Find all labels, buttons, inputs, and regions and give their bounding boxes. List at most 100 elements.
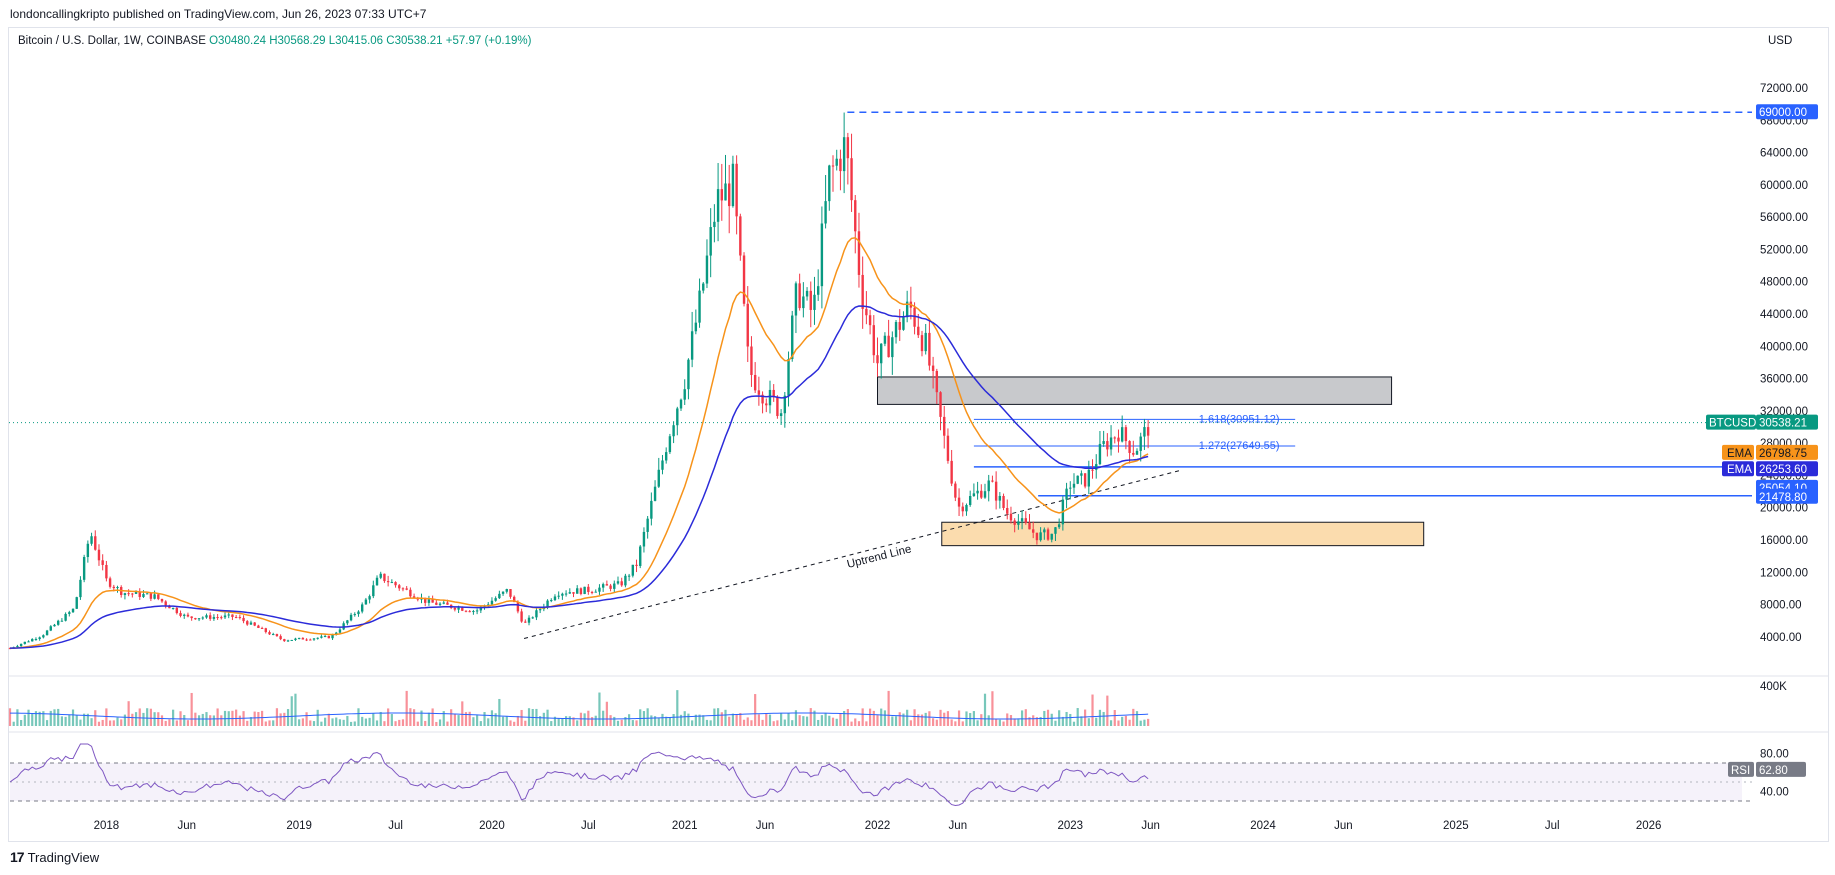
candle-body <box>994 481 998 501</box>
volume-bar <box>1124 715 1127 726</box>
candle-body <box>405 588 408 590</box>
ohlc-low: L30415.06 <box>328 35 384 47</box>
volume-bar <box>235 709 238 726</box>
candle-body <box>742 255 746 304</box>
volume-bar <box>1087 718 1090 726</box>
volume-bar <box>175 720 178 726</box>
time-tick: Jul <box>581 820 596 832</box>
candle-body <box>242 617 245 622</box>
volume-bar <box>387 708 390 726</box>
volume-bar <box>301 718 304 726</box>
candle-body <box>976 490 979 494</box>
symbol-name[interactable]: Bitcoin / U.S. Dollar, 1W, COINBASE <box>18 35 206 47</box>
candle-body <box>524 621 527 623</box>
time-tick: Jun <box>756 820 775 832</box>
candle-body <box>520 611 523 622</box>
candle-body <box>887 335 890 358</box>
candle-body <box>835 158 838 166</box>
candle-body <box>846 137 850 159</box>
candle-body <box>390 582 394 584</box>
candle-body <box>427 599 431 603</box>
ohlc-high: H30568.29 <box>269 35 326 47</box>
volume-bar <box>716 708 720 726</box>
ema-fast-tag-label: EMA <box>1727 448 1752 460</box>
candle-body <box>601 584 605 588</box>
volume-bar <box>479 721 482 726</box>
candle-body <box>624 575 627 586</box>
volume-bar <box>687 713 690 726</box>
candle-body <box>739 216 742 256</box>
volume-bar <box>865 721 868 726</box>
volume-bar <box>442 711 445 726</box>
volume-bar <box>661 713 664 726</box>
candle-body <box>550 600 553 602</box>
symbol-legend: Bitcoin / U.S. Dollar, 1W, COINBASE O304… <box>18 35 531 47</box>
volume-bar <box>112 720 115 726</box>
candle-body <box>716 189 720 222</box>
candle-body <box>101 560 104 565</box>
ema-fast-value: 26798.75 <box>1759 448 1807 460</box>
volume-bar <box>894 716 898 726</box>
time-tick: 2018 <box>94 820 120 832</box>
candle-body <box>286 640 290 642</box>
volume-bar <box>553 716 557 726</box>
volume-bar <box>820 715 823 726</box>
candle-body <box>275 634 279 637</box>
volume-bar <box>802 716 805 726</box>
volume-bar <box>1020 710 1024 726</box>
candle-body <box>905 301 909 318</box>
price-tick: 52000.00 <box>1760 244 1808 256</box>
price-tick: 72000.00 <box>1760 83 1808 95</box>
candle-body <box>1039 532 1042 541</box>
volume-bar <box>509 720 512 726</box>
rsi-tag-bg <box>1728 761 1754 777</box>
last-price-tag: 30538.21 <box>1759 418 1807 430</box>
candle-body <box>1080 473 1083 476</box>
candle-body <box>42 635 45 638</box>
candle-body <box>720 189 723 201</box>
volume-bar <box>8 708 12 726</box>
candle-body <box>516 602 520 612</box>
candle-body <box>446 602 449 605</box>
volume-bar <box>787 713 790 726</box>
volume-bar <box>635 720 638 726</box>
candle-body <box>56 620 60 625</box>
volume-bar <box>157 712 160 726</box>
volume-bar <box>917 714 920 726</box>
candle-body <box>1076 475 1079 484</box>
price-chart[interactable]: 72000.0068000.0064000.0060000.0056000.00… <box>0 0 1835 845</box>
candle-body <box>68 612 71 614</box>
candle-body <box>212 617 216 619</box>
volume-bar <box>765 713 768 726</box>
volume-bar <box>320 721 323 726</box>
candle-body <box>917 326 920 336</box>
volume-bar <box>728 716 731 726</box>
volume-bar <box>49 710 52 726</box>
candle-body <box>820 223 824 287</box>
candle-body <box>268 632 271 635</box>
ath-price-tag: 69000.00 <box>1759 107 1807 119</box>
candle-body <box>290 639 293 641</box>
volume-bar <box>835 718 838 726</box>
candle-body <box>364 599 368 605</box>
candle-body <box>579 588 583 595</box>
volume-bar <box>324 717 327 726</box>
candle-body <box>824 201 827 224</box>
candle-body <box>950 460 953 484</box>
rsi-tag-label: RSI <box>1731 765 1750 777</box>
volume-bar <box>357 708 360 726</box>
candle-body <box>590 591 594 593</box>
candle-body <box>613 583 616 589</box>
time-tick: 2025 <box>1443 820 1469 832</box>
volume-bar <box>312 721 316 726</box>
candle-body <box>320 636 323 638</box>
candle-body <box>954 483 957 498</box>
volume-bar <box>861 708 864 726</box>
candle-body <box>709 227 712 256</box>
volume-bar <box>246 720 249 726</box>
volume-bar <box>946 711 950 726</box>
volume-bar <box>846 709 849 726</box>
candle-body <box>931 365 935 371</box>
volume-bar <box>1050 713 1053 726</box>
volume-bar <box>854 718 857 726</box>
